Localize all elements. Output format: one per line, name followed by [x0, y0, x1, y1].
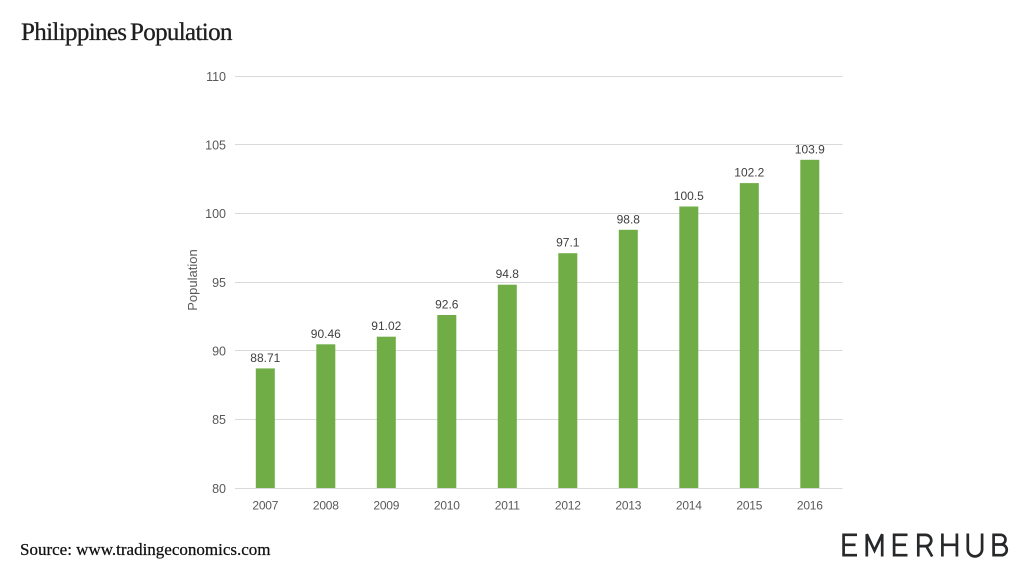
svg-text:2015: 2015	[736, 499, 762, 513]
svg-text:90.46: 90.46	[311, 327, 341, 341]
svg-text:94.8: 94.8	[496, 267, 520, 281]
svg-text:2014: 2014	[676, 499, 702, 513]
svg-text:2013: 2013	[615, 499, 641, 513]
svg-text:2012: 2012	[555, 499, 581, 513]
svg-text:2016: 2016	[797, 499, 823, 513]
svg-text:102.2: 102.2	[734, 166, 764, 180]
svg-text:85: 85	[212, 413, 226, 427]
svg-text:2008: 2008	[313, 499, 339, 513]
svg-text:2010: 2010	[434, 499, 460, 513]
svg-text:88.71: 88.71	[250, 351, 280, 365]
svg-text:98.8: 98.8	[617, 212, 641, 226]
svg-text:2011: 2011	[495, 499, 521, 513]
svg-text:90: 90	[212, 344, 226, 358]
svg-text:103.9: 103.9	[795, 142, 825, 156]
svg-text:Source: www.tradingeconomics.c: Source: www.tradingeconomics.com	[20, 540, 271, 559]
svg-text:80: 80	[212, 482, 226, 496]
svg-text:100.5: 100.5	[674, 189, 704, 203]
svg-text:110: 110	[206, 70, 226, 84]
svg-text:105: 105	[205, 138, 226, 152]
svg-text:100: 100	[205, 207, 226, 221]
svg-text:97.1: 97.1	[556, 236, 580, 250]
svg-text:92.6: 92.6	[435, 298, 459, 312]
svg-text:2007: 2007	[252, 499, 278, 513]
svg-text:Population: Population	[185, 249, 200, 310]
svg-text:91.02: 91.02	[371, 319, 401, 333]
svg-text:2009: 2009	[373, 499, 399, 513]
svg-text:Philippines Population: Philippines Population	[21, 19, 233, 46]
svg-text:95: 95	[212, 276, 226, 290]
